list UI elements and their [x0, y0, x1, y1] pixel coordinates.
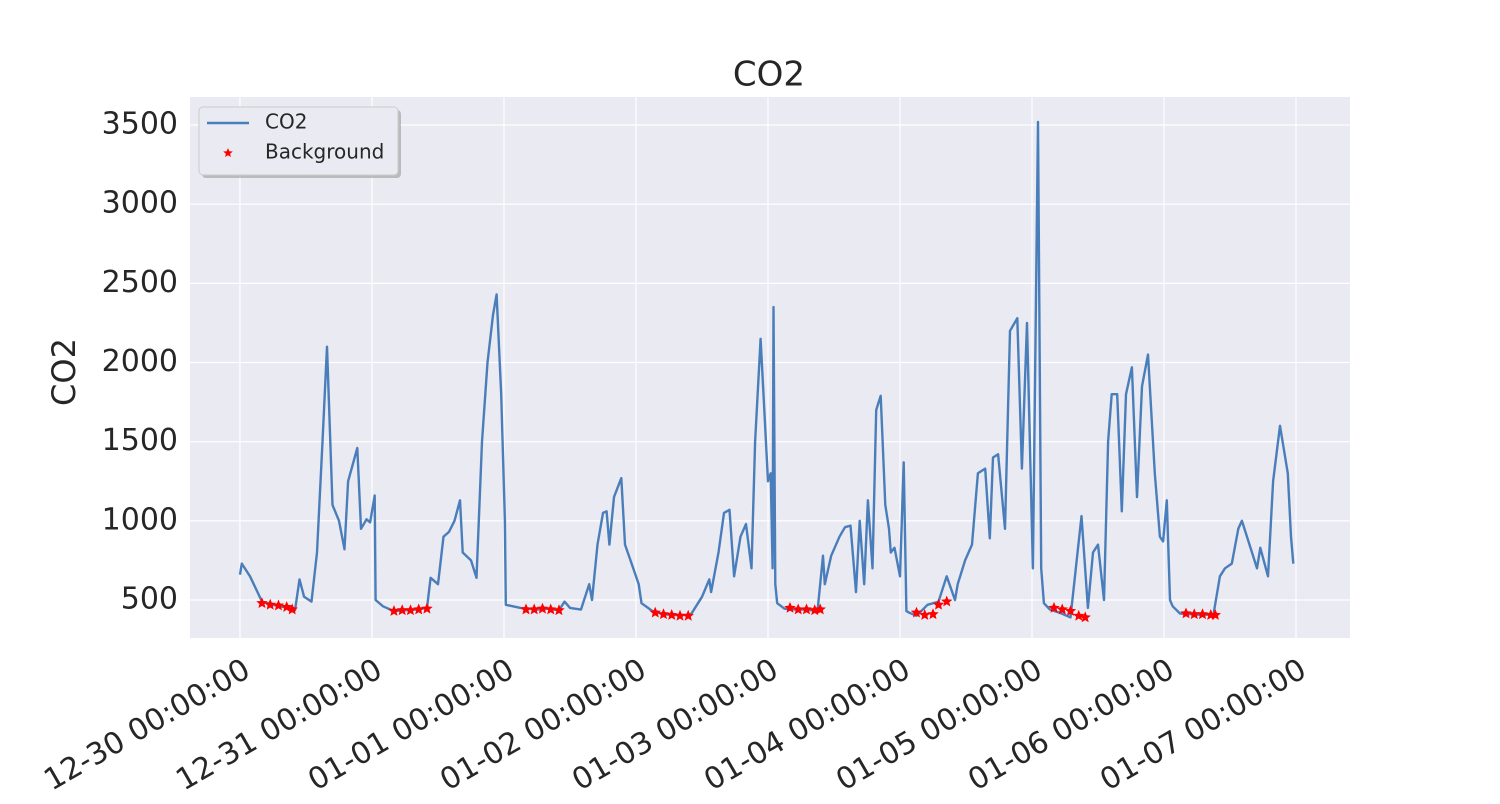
background-point	[553, 604, 565, 616]
background-point	[1048, 601, 1060, 613]
chart-title: CO2	[733, 55, 805, 95]
y-tick-label: 2500	[102, 265, 178, 300]
legend-label: CO2	[265, 110, 307, 134]
background-point	[272, 599, 285, 611]
legend: CO2 Background	[198, 106, 401, 178]
background-point	[256, 597, 268, 608]
background-point	[800, 603, 813, 615]
background-point	[421, 602, 433, 614]
y-tick-label: 3500	[102, 107, 178, 142]
y-tick-label: 2000	[102, 344, 178, 379]
background-point	[932, 598, 945, 610]
y-tick-label: 500	[121, 582, 178, 617]
y-tick-label: 1500	[102, 423, 178, 458]
co2-line	[238, 120, 1295, 619]
background-point	[286, 603, 298, 615]
background-point	[1064, 605, 1077, 616]
y-tick-label: 3000	[102, 186, 178, 221]
background-point	[1196, 608, 1209, 620]
background-point	[1180, 607, 1192, 619]
background-point	[1079, 611, 1091, 623]
background-point	[674, 609, 686, 621]
background-point	[784, 601, 796, 613]
background-point	[1205, 609, 1217, 620]
background-point	[404, 604, 417, 616]
background-point	[264, 598, 276, 610]
data-layer	[238, 120, 1295, 623]
background-point	[545, 603, 557, 615]
background-point	[666, 609, 678, 620]
background-point	[1188, 608, 1200, 620]
background-point	[1209, 609, 1221, 620]
background-point	[649, 606, 661, 618]
background-point	[792, 603, 804, 615]
background-point	[1056, 603, 1068, 615]
background-point	[910, 606, 923, 618]
background-point	[941, 595, 953, 607]
y-axis-label: CO2	[45, 338, 83, 406]
y-tick-label: 1000	[102, 502, 178, 537]
background-point	[657, 608, 670, 620]
background-point	[520, 603, 532, 615]
plot-area	[190, 97, 1350, 638]
legend-swatch	[223, 148, 233, 157]
background-point	[1073, 609, 1085, 621]
background-point	[927, 608, 939, 620]
background-point	[536, 602, 549, 614]
background-point	[919, 609, 931, 620]
background-point	[682, 609, 694, 621]
background-point	[388, 605, 400, 616]
legend-label: Background	[265, 140, 384, 164]
background-point	[814, 603, 826, 615]
background-point	[528, 603, 540, 615]
background-point	[396, 604, 408, 616]
background-point	[413, 603, 425, 615]
